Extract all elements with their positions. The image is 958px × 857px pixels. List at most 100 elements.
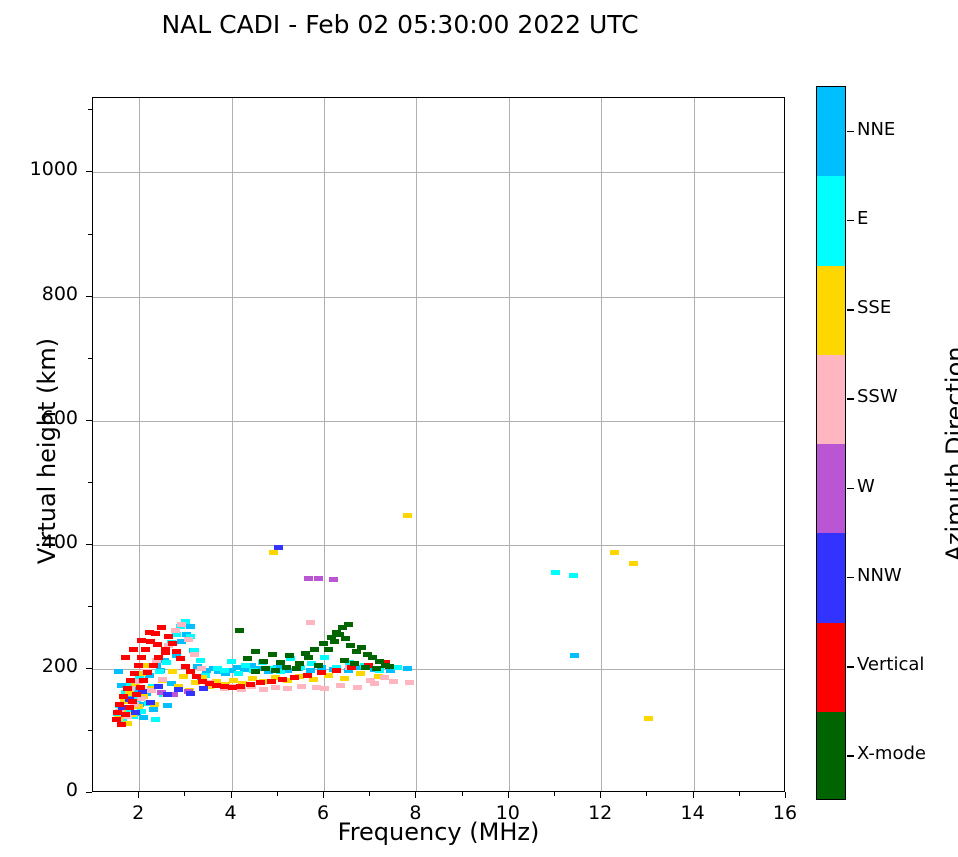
gridline-horizontal	[93, 296, 784, 298]
data-point	[324, 672, 334, 678]
data-point	[143, 670, 153, 676]
data-point	[282, 678, 292, 684]
data-point	[643, 716, 653, 722]
data-point	[133, 663, 143, 669]
data-point	[228, 685, 238, 690]
data-point	[274, 545, 284, 551]
x-minor-tick	[184, 792, 186, 796]
data-point	[569, 653, 579, 659]
y-tick-mark	[86, 419, 92, 421]
y-tick-label: 400	[41, 530, 78, 553]
data-point	[214, 668, 224, 674]
data-point	[139, 677, 149, 683]
data-point	[305, 667, 315, 673]
data-point	[124, 704, 134, 710]
plot-area	[92, 97, 785, 792]
data-point	[240, 667, 250, 672]
data-point	[236, 683, 246, 689]
colorbar-segment-e	[817, 176, 845, 266]
data-point	[150, 701, 160, 707]
data-point	[137, 655, 147, 661]
data-point	[137, 708, 147, 714]
data-point	[219, 668, 229, 674]
data-point	[155, 668, 165, 674]
data-point	[313, 575, 323, 581]
data-point	[393, 665, 403, 671]
data-point	[336, 683, 346, 689]
colorbar-label-sse: SSE	[857, 297, 892, 319]
colorbar-tick	[847, 666, 854, 668]
data-point	[179, 673, 189, 679]
gridline-horizontal	[93, 544, 784, 546]
x-minor-tick	[646, 792, 648, 796]
data-point	[126, 678, 136, 684]
data-point	[370, 681, 380, 687]
data-point	[227, 658, 237, 664]
colorbar-segment-vertical	[817, 622, 845, 712]
data-point	[120, 689, 130, 695]
data-point	[286, 656, 296, 662]
x-tick-label: 8	[409, 802, 422, 824]
data-point	[139, 714, 149, 720]
data-point	[329, 639, 339, 645]
data-point	[235, 627, 245, 633]
data-point	[349, 661, 359, 667]
colorbar-label-ssw: SSW	[857, 386, 898, 408]
data-point	[246, 662, 256, 668]
data-point	[171, 649, 181, 655]
data-point	[186, 668, 196, 674]
data-point	[379, 675, 389, 681]
data-point	[196, 665, 206, 671]
data-point	[372, 666, 382, 672]
data-point	[212, 678, 222, 684]
data-point	[164, 633, 174, 639]
colorbar-label-x-mode: X-mode	[857, 743, 926, 765]
scatter-data-layer	[93, 98, 784, 791]
data-point	[204, 681, 214, 687]
data-point	[337, 625, 347, 631]
data-point	[310, 646, 320, 652]
data-point	[190, 648, 200, 654]
data-point	[251, 668, 261, 674]
data-point	[365, 677, 375, 683]
colorbar-segment-nnw	[817, 533, 845, 623]
data-point	[268, 549, 278, 555]
colorbar	[816, 86, 846, 800]
data-point	[135, 685, 145, 690]
data-point	[171, 652, 181, 658]
data-point	[113, 709, 123, 715]
data-point	[609, 549, 619, 555]
colorbar-tick	[847, 219, 854, 222]
gridline-vertical	[601, 98, 603, 791]
data-point	[319, 686, 329, 692]
data-point	[255, 680, 265, 686]
data-point	[219, 683, 229, 689]
data-point	[351, 649, 361, 655]
data-point	[146, 688, 156, 694]
data-point	[251, 649, 261, 655]
data-point	[550, 570, 560, 576]
y-minor-tick	[88, 233, 92, 235]
x-tick-label: 2	[132, 802, 145, 824]
y-tick-mark	[86, 543, 92, 545]
data-point	[356, 671, 366, 677]
data-point	[385, 663, 395, 669]
data-point	[295, 673, 305, 679]
data-point	[153, 641, 163, 647]
colorbar-label-nnw: NNW	[857, 564, 902, 586]
colorbar-segment-nne	[817, 87, 845, 177]
data-point	[130, 670, 140, 676]
data-point	[126, 681, 136, 687]
data-point	[302, 672, 312, 678]
data-point	[291, 666, 301, 672]
gridline-vertical	[693, 98, 695, 791]
data-point	[343, 621, 353, 627]
data-point	[339, 675, 349, 681]
data-point	[156, 689, 166, 695]
data-point	[198, 678, 208, 684]
data-point	[197, 675, 207, 681]
data-point	[144, 673, 154, 679]
x-tick-label: 10	[495, 802, 520, 824]
data-point	[568, 573, 578, 579]
x-tick-mark	[230, 792, 232, 798]
